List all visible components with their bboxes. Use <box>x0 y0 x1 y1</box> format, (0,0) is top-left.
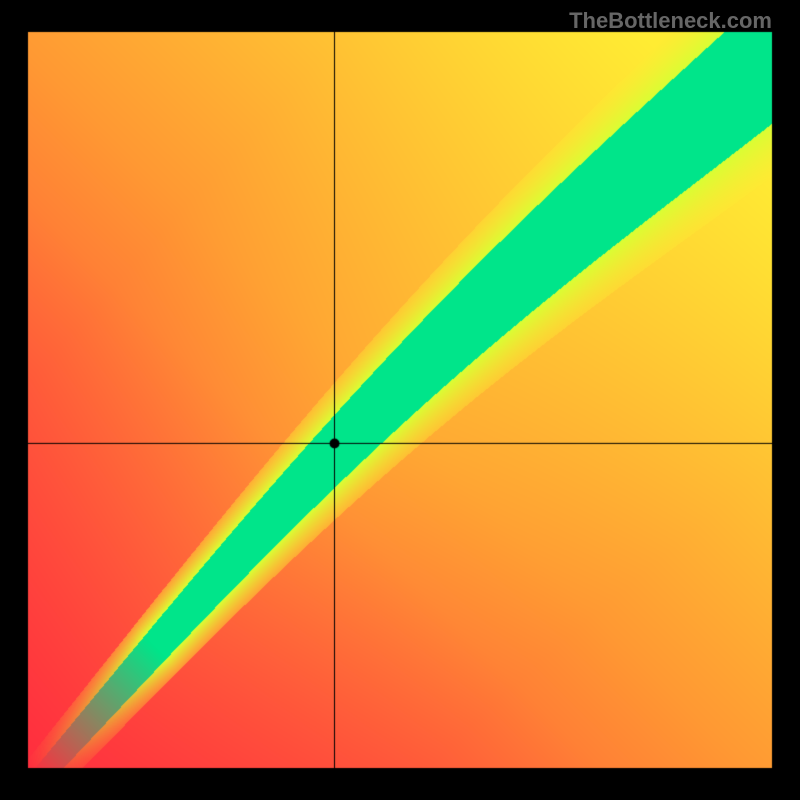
chart-container: TheBottleneck.com <box>0 0 800 800</box>
bottleneck-heatmap <box>0 0 800 800</box>
watermark-text: TheBottleneck.com <box>569 8 772 34</box>
